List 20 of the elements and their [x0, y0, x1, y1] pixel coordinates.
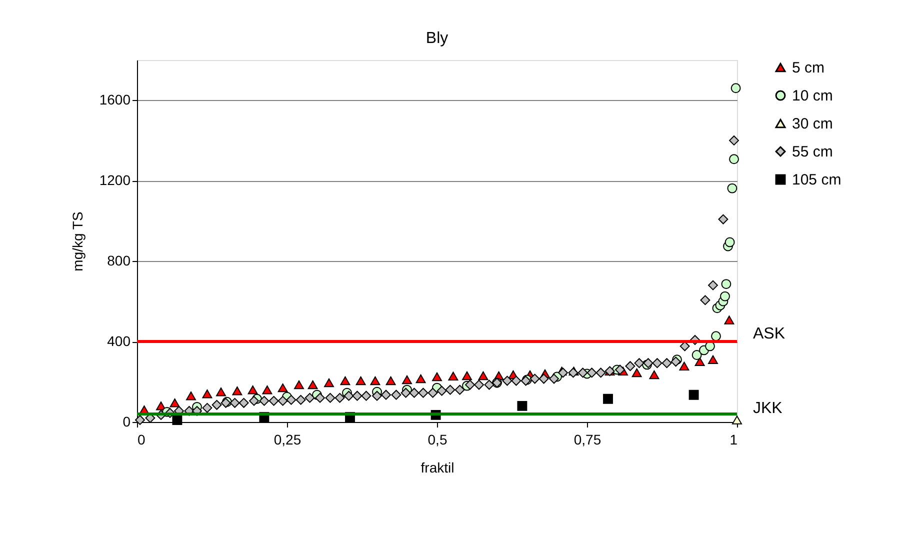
y-tick-label: 800	[107, 252, 131, 269]
legend-label: 5 cm	[792, 60, 825, 76]
x-tick-label: 0,75	[574, 432, 602, 448]
y-tick-label: 0	[122, 414, 131, 430]
ref-line-label: ASK	[753, 326, 786, 343]
x-tick-label: 0,25	[274, 432, 302, 448]
chart-title: Bly	[426, 30, 448, 47]
y-tick-label: 1600	[99, 92, 131, 108]
legend-label: 10 cm	[792, 88, 833, 104]
legend-label: 105 cm	[792, 172, 842, 188]
legend-label: 55 cm	[792, 144, 833, 160]
y-tick-label: 1200	[99, 172, 131, 188]
legend-label: 30 cm	[792, 116, 833, 132]
y-axis-title: mg/kg TS	[69, 212, 86, 272]
y-tick-label: 400	[107, 333, 131, 350]
ref-line-label: JKK	[753, 400, 783, 417]
x-tick-label: 0,5	[428, 432, 448, 448]
x-axis-title: fraktil	[420, 460, 454, 476]
x-tick-label: 1	[730, 432, 738, 448]
x-tick-label: 0	[138, 432, 146, 448]
